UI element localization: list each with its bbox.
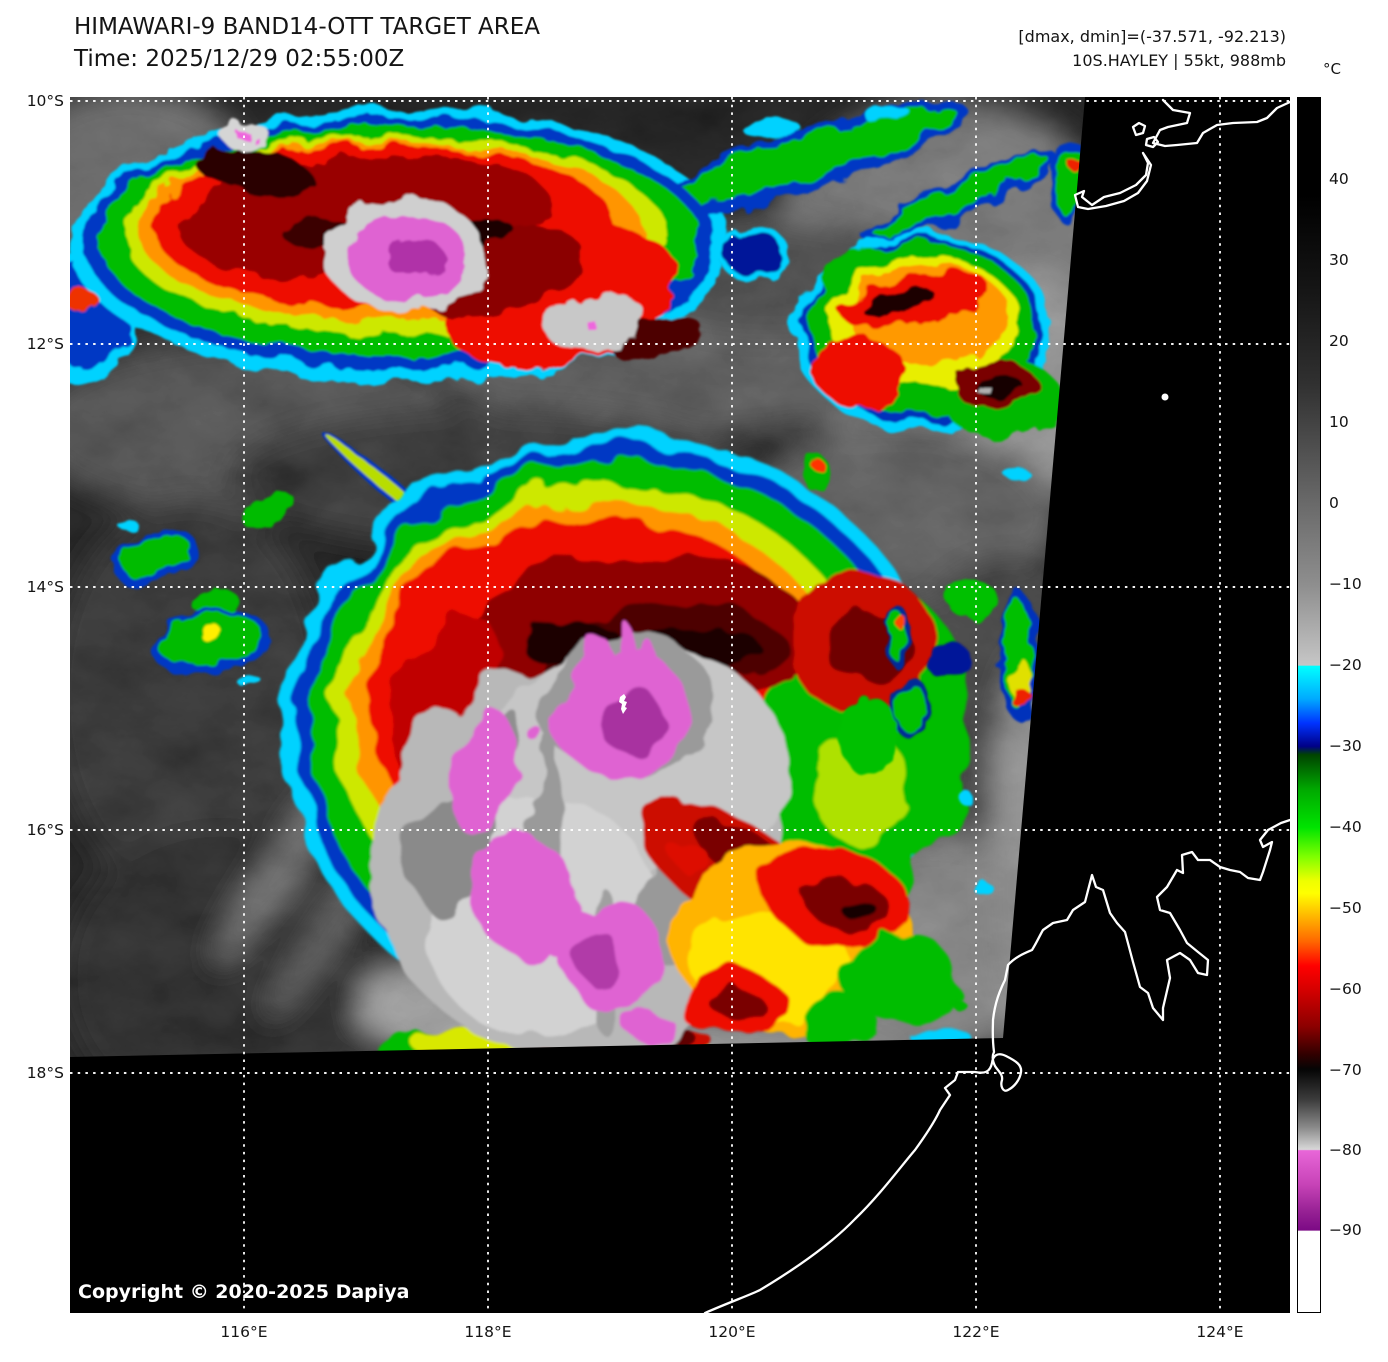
lon-axis-label: 122°E: [952, 1323, 1000, 1341]
coastline-australia: [703, 818, 1290, 1313]
colorbar-tick-label: 40: [1329, 170, 1349, 188]
colorbar-tick-label: 10: [1329, 413, 1349, 431]
colorbar-tick-label: −30: [1329, 737, 1362, 755]
lon-axis-label: 116°E: [220, 1323, 268, 1341]
scan-area: [70, 97, 1085, 1057]
storm-hayley: [283, 432, 975, 1057]
dmax-dmin-readout: [dmax, dmin]=(-37.571, -92.213): [1018, 27, 1286, 46]
lon-axis-label: 124°E: [1196, 1323, 1244, 1341]
colorbar-tick-label: −10: [1329, 575, 1362, 593]
coastline-wetar: [1151, 98, 1290, 148]
colorbar-tick-label: 30: [1329, 251, 1349, 269]
colorbar-tick-label: −50: [1329, 899, 1362, 917]
satellite-imagery: [70, 97, 1290, 1313]
colorbar-tick-label: −80: [1329, 1141, 1362, 1159]
lat-axis-label: 16°S: [26, 821, 64, 839]
colorbar-tick-label: −90: [1329, 1221, 1362, 1239]
lat-axis-label: 18°S: [26, 1064, 64, 1082]
scattered-cells-west: [112, 493, 296, 689]
temperature-colorbar: [1297, 97, 1321, 1313]
lon-axis-label: 118°E: [464, 1323, 512, 1341]
coastline-islets: [1131, 121, 1160, 149]
colorbar-tick-label: −20: [1329, 656, 1362, 674]
colorbar-tick-label: 0: [1329, 494, 1339, 512]
storm-info: 10S.HAYLEY | 55kt, 988mb: [1072, 51, 1286, 70]
colorbar-tick-label: −40: [1329, 818, 1362, 836]
lat-axis-label: 14°S: [26, 578, 64, 596]
storm-center-marker: [619, 694, 627, 714]
colorbar-tick-label: −70: [1329, 1061, 1362, 1079]
timestamp: Time: 2025/12/29 02:55:00Z: [74, 46, 405, 72]
convective-band-northwest: [70, 102, 1085, 562]
satellite-image-canvas: [70, 97, 1290, 1313]
small-island-dot: [1161, 393, 1169, 401]
graticule-gridlines: [70, 97, 1290, 1313]
coastline-timor: [1073, 151, 1153, 211]
colorbar-unit: °C: [1323, 60, 1341, 78]
lon-axis-label: 120°E: [708, 1323, 756, 1341]
copyright-notice: Copyright © 2020-2025 Dapiya: [78, 1281, 410, 1303]
lat-axis-label: 12°S: [26, 335, 64, 353]
colorbar-tick-label: 20: [1329, 332, 1349, 350]
page-title: HIMAWARI-9 BAND14-OTT TARGET AREA: [74, 14, 541, 40]
colorbar-tick-label: −60: [1329, 980, 1362, 998]
lat-axis-label: 10°S: [26, 92, 64, 110]
